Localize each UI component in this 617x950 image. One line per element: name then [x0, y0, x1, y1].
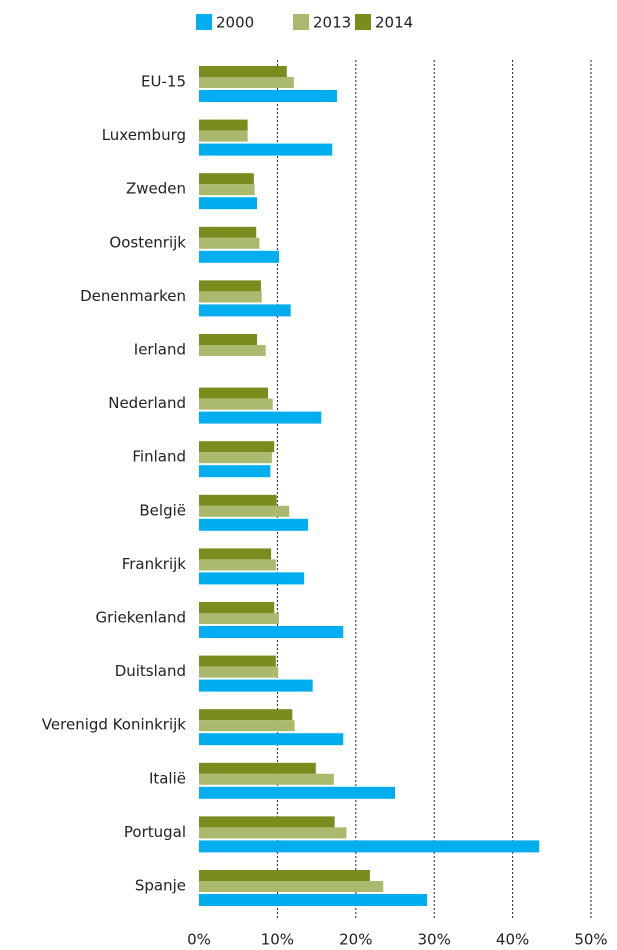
legend-label: 2013 [313, 14, 351, 32]
y-tick-label: Denenmarken [80, 287, 186, 305]
y-tick-label: Finland [132, 448, 186, 466]
legend-label: 2000 [216, 14, 254, 32]
bar [199, 291, 262, 303]
y-tick-label: Luxemburg [102, 126, 186, 144]
bar [199, 226, 257, 238]
bar [199, 387, 268, 399]
y-tick-label: België [139, 501, 186, 519]
legend-label: 2014 [375, 14, 413, 32]
bar [199, 881, 384, 892]
y-tick-label: Portugal [124, 823, 186, 841]
bar [199, 666, 279, 678]
bar [199, 505, 290, 517]
bar [199, 894, 428, 906]
bar [199, 119, 248, 131]
bar [199, 548, 272, 560]
y-tick-label: Frankrijk [122, 555, 187, 573]
bar [199, 345, 266, 356]
bar [199, 720, 295, 732]
y-tick-label: Spanje [135, 877, 186, 895]
bar [199, 173, 254, 185]
bar [199, 398, 273, 410]
legend-swatch [355, 14, 371, 30]
bar [199, 518, 308, 531]
bar [199, 816, 335, 828]
bar [199, 304, 291, 317]
x-tick-label: 20% [339, 931, 372, 949]
y-tick-label: Zweden [126, 180, 186, 198]
legend-swatch [293, 14, 309, 30]
y-tick-label: Duitsland [115, 662, 186, 680]
bar [199, 452, 272, 464]
bar [199, 773, 334, 785]
bar [199, 602, 275, 613]
bar [199, 559, 276, 571]
bar [199, 786, 395, 799]
y-tick-label: Griekenland [96, 609, 186, 627]
x-tick-label: 10% [261, 931, 294, 949]
y-tick-label: EU-15 [141, 73, 186, 91]
bar [199, 465, 271, 478]
bar [199, 66, 287, 77]
bar [199, 184, 255, 196]
bar [199, 733, 344, 746]
bar [199, 613, 279, 624]
bar [199, 626, 344, 638]
bar [199, 197, 258, 210]
bar [199, 130, 248, 142]
x-tick-label: 50% [574, 931, 607, 949]
bar [199, 870, 370, 881]
bar [199, 840, 540, 853]
bar [199, 441, 275, 453]
x-tick-label: 0% [187, 931, 211, 949]
bar [199, 237, 260, 249]
y-tick-label: Ierland [134, 341, 186, 359]
bar [199, 250, 279, 263]
bar [199, 334, 258, 345]
y-tick-label: Italië [149, 769, 186, 787]
bar [199, 494, 277, 506]
x-tick-label: 40% [496, 931, 529, 949]
bar [199, 572, 305, 585]
bar [199, 77, 294, 88]
bar [199, 90, 337, 102]
bar [199, 280, 261, 292]
y-tick-label: Oostenrijk [109, 233, 186, 251]
y-tick-label: Verenigd Koninkrijk [42, 716, 187, 734]
bar [199, 143, 333, 156]
bar [199, 827, 347, 839]
bar [199, 411, 322, 424]
bar [199, 762, 316, 774]
x-tick-label: 30% [418, 931, 451, 949]
legend-swatch [196, 14, 212, 30]
bar [199, 679, 313, 692]
bar [199, 709, 293, 721]
y-tick-label: Nederland [108, 394, 186, 412]
bar [199, 655, 276, 667]
